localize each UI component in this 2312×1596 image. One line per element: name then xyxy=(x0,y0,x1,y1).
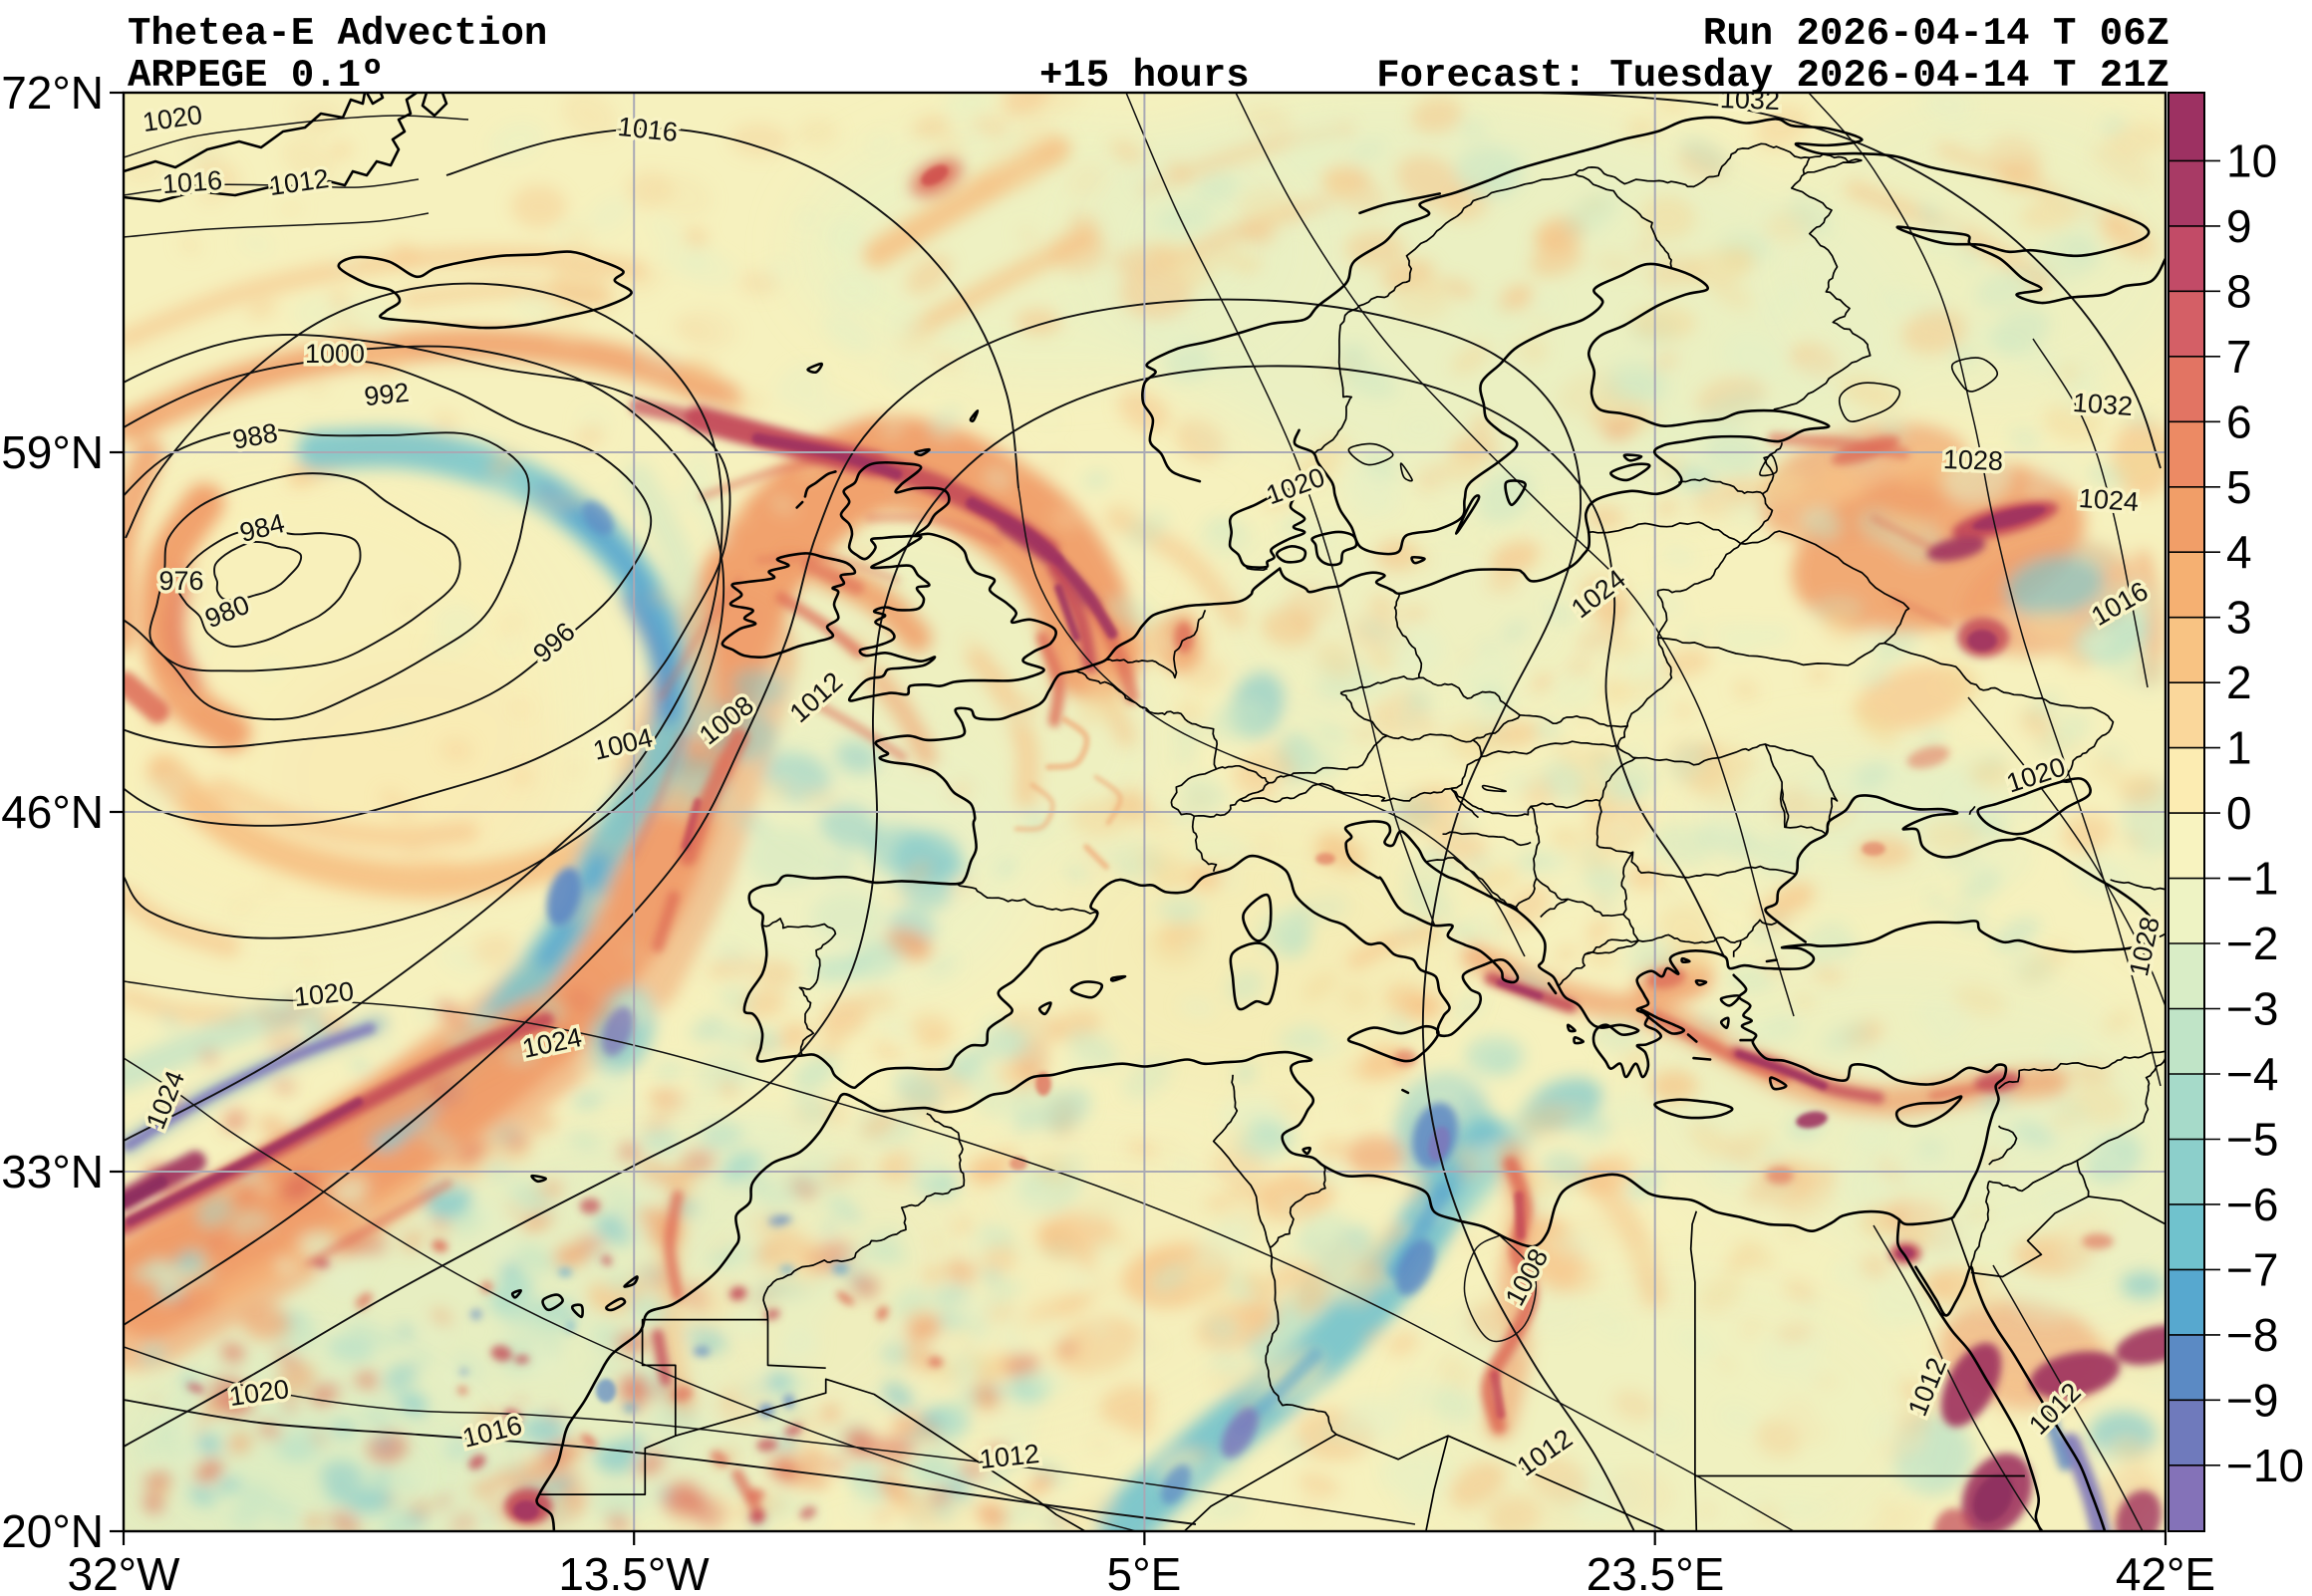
svg-text:7: 7 xyxy=(2226,331,2252,383)
svg-text:20°N: 20°N xyxy=(1,1505,104,1557)
svg-text:−5: −5 xyxy=(2226,1114,2278,1166)
svg-text:32°W: 32°W xyxy=(68,1548,181,1596)
svg-text:976: 976 xyxy=(158,566,203,596)
svg-text:5°E: 5°E xyxy=(1107,1548,1182,1596)
svg-text:−3: −3 xyxy=(2226,983,2278,1035)
svg-text:992: 992 xyxy=(363,378,411,412)
svg-text:10: 10 xyxy=(2226,134,2277,186)
svg-text:Thetea-E Advection: Thetea-E Advection xyxy=(128,12,547,56)
svg-text:6: 6 xyxy=(2226,396,2252,447)
svg-text:−9: −9 xyxy=(2226,1374,2278,1426)
svg-text:13.5°W: 13.5°W xyxy=(558,1548,710,1596)
svg-text:1016: 1016 xyxy=(161,165,223,199)
svg-text:−10: −10 xyxy=(2226,1440,2304,1491)
svg-text:9: 9 xyxy=(2226,200,2252,252)
svg-text:0: 0 xyxy=(2226,787,2252,839)
svg-text:1020: 1020 xyxy=(293,976,356,1012)
svg-text:1012: 1012 xyxy=(979,1439,1041,1474)
svg-text:1: 1 xyxy=(2226,722,2252,774)
svg-text:ARPEGE 0.1º: ARPEGE 0.1º xyxy=(128,54,384,98)
svg-text:3: 3 xyxy=(2226,592,2252,644)
svg-text:42°E: 42°E xyxy=(2116,1548,2215,1596)
svg-text:72°N: 72°N xyxy=(1,67,104,119)
svg-text:1028: 1028 xyxy=(1942,444,2003,476)
svg-text:Run 2026-04-14 T 06Z: Run 2026-04-14 T 06Z xyxy=(1703,12,2169,56)
svg-text:5: 5 xyxy=(2226,461,2252,513)
svg-text:−7: −7 xyxy=(2226,1243,2278,1295)
svg-text:−2: −2 xyxy=(2226,918,2278,969)
svg-text:46°N: 46°N xyxy=(1,786,104,838)
svg-text:33°N: 33°N xyxy=(1,1146,104,1197)
svg-text:1016: 1016 xyxy=(617,112,680,147)
svg-text:23.5°E: 23.5°E xyxy=(1587,1548,1725,1596)
svg-text:1024: 1024 xyxy=(2078,483,2140,517)
svg-text:1032: 1032 xyxy=(2072,388,2134,421)
svg-text:−8: −8 xyxy=(2226,1309,2278,1361)
svg-text:2: 2 xyxy=(2226,657,2252,708)
svg-text:−1: −1 xyxy=(2226,853,2278,905)
svg-text:1000: 1000 xyxy=(305,339,365,369)
svg-text:1032: 1032 xyxy=(1719,84,1780,116)
svg-text:−4: −4 xyxy=(2226,1048,2278,1100)
svg-text:4: 4 xyxy=(2226,526,2252,578)
svg-text:Forecast: Tuesday 2026-04-14 T: Forecast: Tuesday 2026-04-14 T 21Z xyxy=(1376,54,2169,98)
svg-text:8: 8 xyxy=(2226,265,2252,317)
svg-text:+15 hours: +15 hours xyxy=(1039,54,1250,98)
svg-text:−6: −6 xyxy=(2226,1179,2278,1230)
svg-text:59°N: 59°N xyxy=(1,426,104,478)
